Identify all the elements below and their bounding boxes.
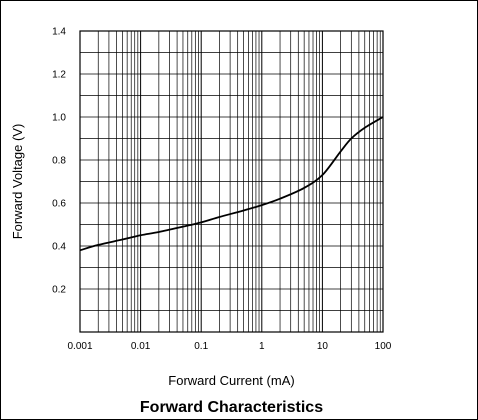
chart-title: Forward Characteristics — [140, 399, 323, 416]
y-tick-label: 0.4 — [52, 242, 66, 253]
y-tick-label: 0.2 — [52, 285, 66, 296]
x-tick-label: 10 — [317, 341, 329, 352]
x-tick-label: 1 — [259, 341, 265, 352]
series-line — [79, 116, 384, 252]
x-axis-label: Forward Current (mA) — [168, 373, 294, 388]
y-tick-label: 0.8 — [52, 156, 66, 167]
y-tick-label: 1.2 — [52, 70, 66, 81]
x-tick-label: 0.001 — [67, 341, 92, 352]
y-axis-label: Forward Voltage (V) — [10, 124, 25, 240]
y-tick-label: 0.6 — [52, 199, 66, 210]
x-tick-label: 0.1 — [194, 341, 208, 352]
grid-lines — [79, 31, 383, 332]
x-tick-label: 100 — [375, 341, 392, 352]
y-tick-label: 1.4 — [52, 27, 66, 38]
x-tick-label: 0.01 — [131, 341, 151, 352]
y-tick-label: 1.0 — [52, 113, 66, 124]
tick-labels: 0.001 0.01 0.1 1 10 100 0.2 0.4 0.6 0.8 1.0 1.2 1.4 — [52, 27, 392, 353]
plot-border — [79, 30, 384, 333]
